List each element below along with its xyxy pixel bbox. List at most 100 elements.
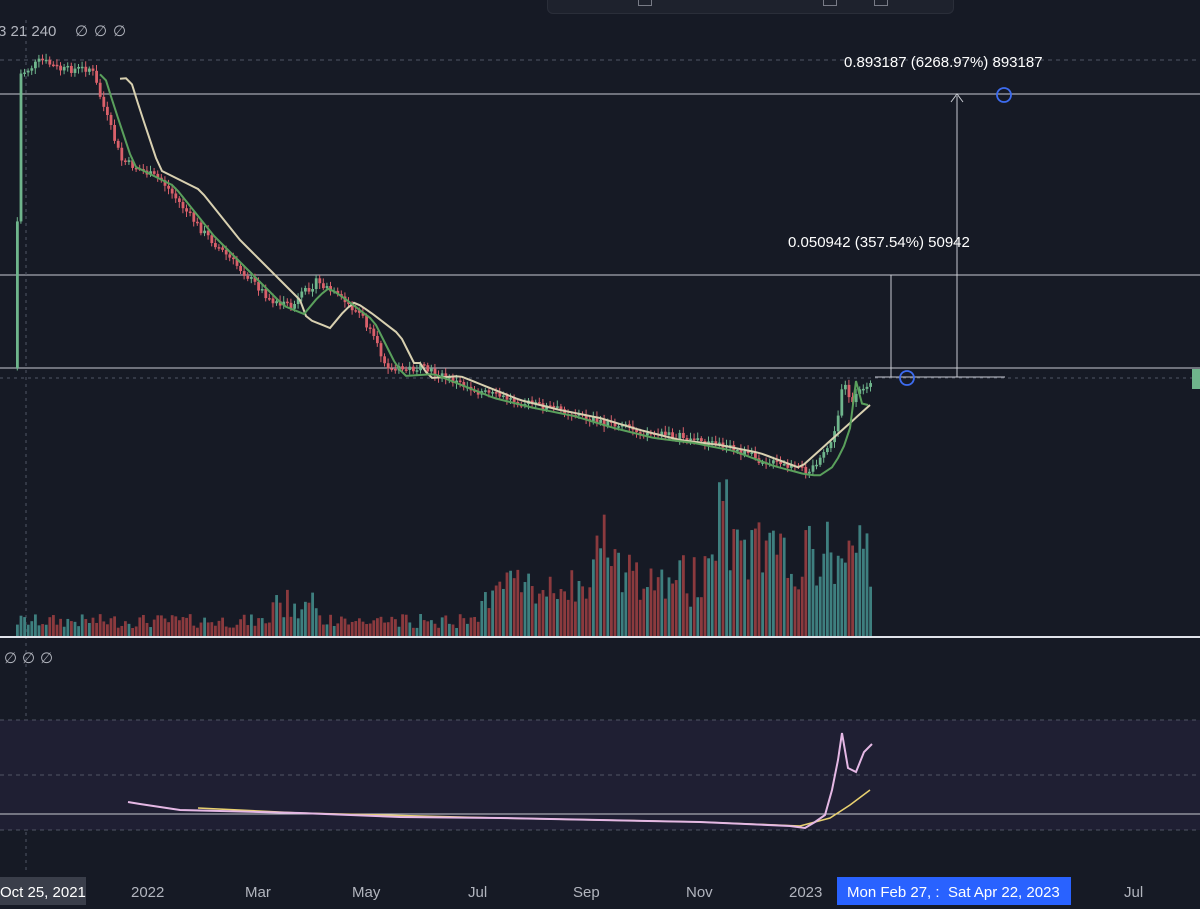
volume-bar bbox=[764, 540, 768, 636]
volume-bar bbox=[786, 577, 790, 636]
candle-body bbox=[455, 380, 458, 384]
volume-bar bbox=[70, 621, 73, 636]
volume-bar bbox=[239, 619, 242, 636]
volume-bar bbox=[235, 624, 239, 636]
candle-body bbox=[556, 406, 559, 408]
volume-bar bbox=[746, 579, 750, 636]
toolbar-icon-2[interactable] bbox=[823, 0, 837, 6]
candle-body bbox=[232, 257, 235, 260]
volume-bar bbox=[350, 621, 354, 636]
volume-bar bbox=[696, 597, 700, 636]
volume-bar bbox=[156, 615, 160, 636]
candle-body bbox=[347, 302, 350, 305]
volume-bar bbox=[196, 627, 199, 636]
volume-bar bbox=[408, 622, 412, 636]
header-price: 3 21 240 bbox=[0, 23, 56, 40]
candle-body bbox=[790, 465, 793, 468]
candle-body bbox=[613, 422, 617, 427]
volume-bar bbox=[134, 626, 138, 636]
candle-body bbox=[242, 271, 246, 276]
toolbar-icon-3[interactable] bbox=[874, 0, 888, 6]
candle-body bbox=[124, 160, 127, 162]
volume-bar bbox=[703, 556, 707, 636]
volume-bars bbox=[16, 479, 872, 636]
candle-body bbox=[109, 115, 113, 125]
volume-bar bbox=[577, 580, 581, 636]
volume-bar bbox=[311, 592, 314, 636]
candle-body bbox=[185, 208, 188, 212]
volume-bar bbox=[725, 479, 728, 636]
volume-bar bbox=[41, 624, 44, 636]
measure-label-lower: 0.050942 (357.54%) 50942 bbox=[788, 234, 970, 251]
volume-bar bbox=[264, 623, 268, 636]
measure-tool-upper[interactable]: 0.893187 (6268.97%) 893187 bbox=[844, 54, 1043, 377]
volume-bar bbox=[851, 545, 854, 636]
volume-bar bbox=[376, 618, 379, 636]
candle-body bbox=[379, 343, 383, 357]
volume-bar bbox=[581, 586, 584, 636]
candle-body bbox=[293, 304, 296, 309]
time-axis[interactable]: Oct 25, 2021 2022 Mar May Jul Sep Nov 20… bbox=[0, 874, 1200, 909]
volume-bar bbox=[394, 619, 397, 636]
candle-body bbox=[646, 432, 649, 436]
measure-handle-lower[interactable] bbox=[899, 370, 915, 386]
volume-bar bbox=[257, 618, 260, 636]
candle-body bbox=[52, 64, 55, 67]
volume-bar bbox=[775, 554, 779, 636]
volume-bar bbox=[512, 578, 516, 636]
volume-bar bbox=[383, 622, 386, 636]
volume-bar bbox=[815, 585, 818, 636]
candle-body bbox=[700, 438, 703, 442]
candle-body bbox=[239, 265, 242, 272]
volume-bar bbox=[185, 617, 188, 636]
volume-bar bbox=[358, 618, 361, 636]
volume-bar bbox=[149, 627, 152, 636]
volume-bar bbox=[167, 622, 170, 636]
candle-body bbox=[98, 82, 102, 97]
volume-bar bbox=[59, 618, 62, 636]
candle-body bbox=[336, 290, 340, 295]
candle-body bbox=[304, 287, 307, 292]
measure-tool-lower[interactable]: 0.050942 (357.54%) 50942 bbox=[788, 234, 1005, 386]
candle-body bbox=[664, 431, 667, 435]
candle-body bbox=[678, 432, 682, 440]
volume-bar bbox=[98, 614, 102, 636]
candle-body bbox=[667, 432, 671, 435]
candle-body bbox=[739, 449, 743, 455]
volume-bar bbox=[296, 618, 300, 636]
volume-bar bbox=[685, 593, 689, 636]
candle-body bbox=[628, 424, 631, 427]
candle-body bbox=[275, 301, 278, 304]
volume-bar bbox=[422, 620, 426, 636]
candle-body bbox=[91, 68, 95, 71]
candle-body bbox=[761, 462, 764, 464]
volume-bar bbox=[232, 627, 235, 636]
toolbar-icon-1[interactable] bbox=[638, 0, 652, 6]
volume-bar bbox=[559, 588, 563, 636]
volume-bar bbox=[800, 576, 804, 636]
candle-body bbox=[689, 438, 692, 441]
measure-handle-upper[interactable] bbox=[996, 87, 1012, 103]
volume-bar bbox=[509, 570, 512, 636]
candle-body bbox=[736, 449, 739, 452]
volume-bar bbox=[462, 618, 466, 636]
volume-bar bbox=[361, 621, 365, 636]
candle-body bbox=[282, 301, 286, 306]
candle-body bbox=[714, 441, 718, 445]
candle-body bbox=[408, 366, 412, 370]
drawing-toolbar[interactable] bbox=[547, 0, 954, 14]
candle-body bbox=[113, 124, 116, 141]
volume-bar bbox=[109, 618, 113, 636]
volume-bar bbox=[106, 624, 109, 636]
candle-body bbox=[617, 426, 620, 428]
candle-body bbox=[329, 286, 332, 292]
volume-bar bbox=[563, 591, 566, 636]
volume-bar bbox=[566, 599, 570, 636]
volume-bar bbox=[689, 606, 692, 636]
volume-bar bbox=[530, 586, 534, 636]
volume-bar bbox=[797, 589, 800, 636]
candle-body bbox=[509, 398, 512, 400]
volume-bar bbox=[170, 615, 174, 636]
candle-body bbox=[829, 442, 833, 449]
